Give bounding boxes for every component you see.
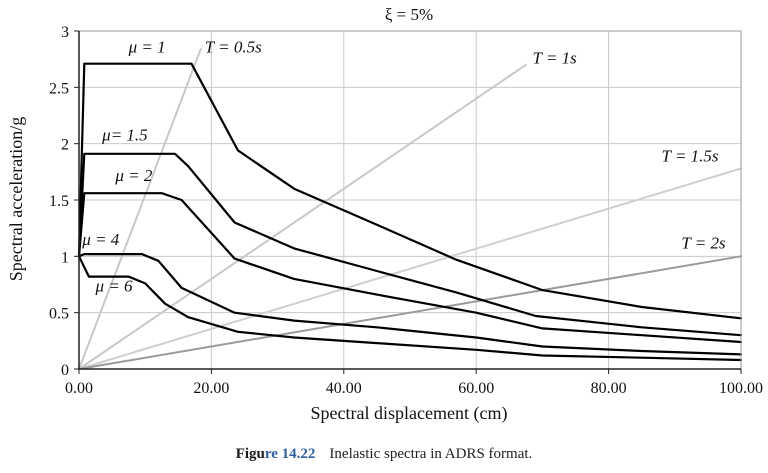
annotation-2: T = 1s bbox=[532, 49, 577, 68]
annotation-7: T = 2s bbox=[681, 233, 726, 252]
x-tick-label-1: 20.00 bbox=[193, 380, 229, 397]
series-line-4 bbox=[77, 255, 743, 362]
y-tick-label-0: 0 bbox=[61, 362, 69, 379]
annotation-5: μ = 2 bbox=[114, 166, 153, 185]
y-tick-label-6: 3 bbox=[61, 24, 69, 41]
series-line-3 bbox=[77, 253, 743, 356]
caption-text: Inelastic spectra in ADRS format. bbox=[329, 446, 533, 462]
y-tick-label-4: 2 bbox=[61, 137, 69, 154]
x-tick-label-2: 40.00 bbox=[326, 380, 362, 397]
annotation-8: μ = 6 bbox=[95, 276, 134, 295]
series-layer bbox=[77, 48, 743, 370]
figure-caption: Figure 14.22 Inelastic spectra in ADRS fo… bbox=[0, 446, 768, 463]
annotation-0: μ = 1 bbox=[128, 37, 166, 56]
series-line-7 bbox=[78, 167, 742, 370]
series-line-8 bbox=[78, 255, 742, 370]
y-tick-label-5: 2.5 bbox=[49, 80, 69, 97]
adrs-chart: 0.00 20.00 40.00 60.00 80.00 100.00 0 0.5 1 1.5 2 2… bbox=[6, 5, 763, 424]
axes bbox=[74, 30, 742, 374]
annotation-4: T = 1.5s bbox=[662, 147, 719, 166]
annotation-1: T = 0.5s bbox=[205, 37, 262, 56]
y-tick-label-2: 1 bbox=[61, 249, 69, 266]
y-tick-label-1: 0.5 bbox=[49, 306, 69, 323]
x-tick-label-4: 80.00 bbox=[591, 380, 627, 397]
series-line-5 bbox=[78, 48, 202, 370]
series-line-1 bbox=[77, 152, 743, 337]
tick-labels: 0.00 20.00 40.00 60.00 80.00 100.00 0 0.5 1 1.5 2 2… bbox=[49, 24, 763, 397]
x-tick-label-5: 100.00 bbox=[719, 380, 763, 397]
y-tick-label-3: 1.5 bbox=[49, 193, 69, 210]
annotation-6: μ = 4 bbox=[81, 230, 120, 249]
annotations: μ = 1 T = 0.5s T = 1s μ= 1.5 T = 1.5s μ = 2 μ … bbox=[81, 37, 726, 295]
figure-label: Figure 14.22 bbox=[236, 446, 316, 462]
x-tick-label-3: 60.00 bbox=[458, 380, 494, 397]
figure-label-prefix: Figu bbox=[235, 446, 265, 462]
series-line-6 bbox=[78, 63, 527, 370]
series-line-0 bbox=[77, 62, 743, 320]
series-line-2 bbox=[77, 192, 743, 344]
annotation-3: μ= 1.5 bbox=[101, 125, 148, 144]
chart-title: ξ = 5% bbox=[385, 5, 433, 24]
y-axis-label: Spectral acceleration/g bbox=[6, 117, 26, 281]
figure-number: re 14.22 bbox=[264, 446, 316, 462]
x-axis-label: Spectral displacement (cm) bbox=[311, 403, 508, 424]
x-tick-label-0: 0.00 bbox=[65, 380, 93, 397]
